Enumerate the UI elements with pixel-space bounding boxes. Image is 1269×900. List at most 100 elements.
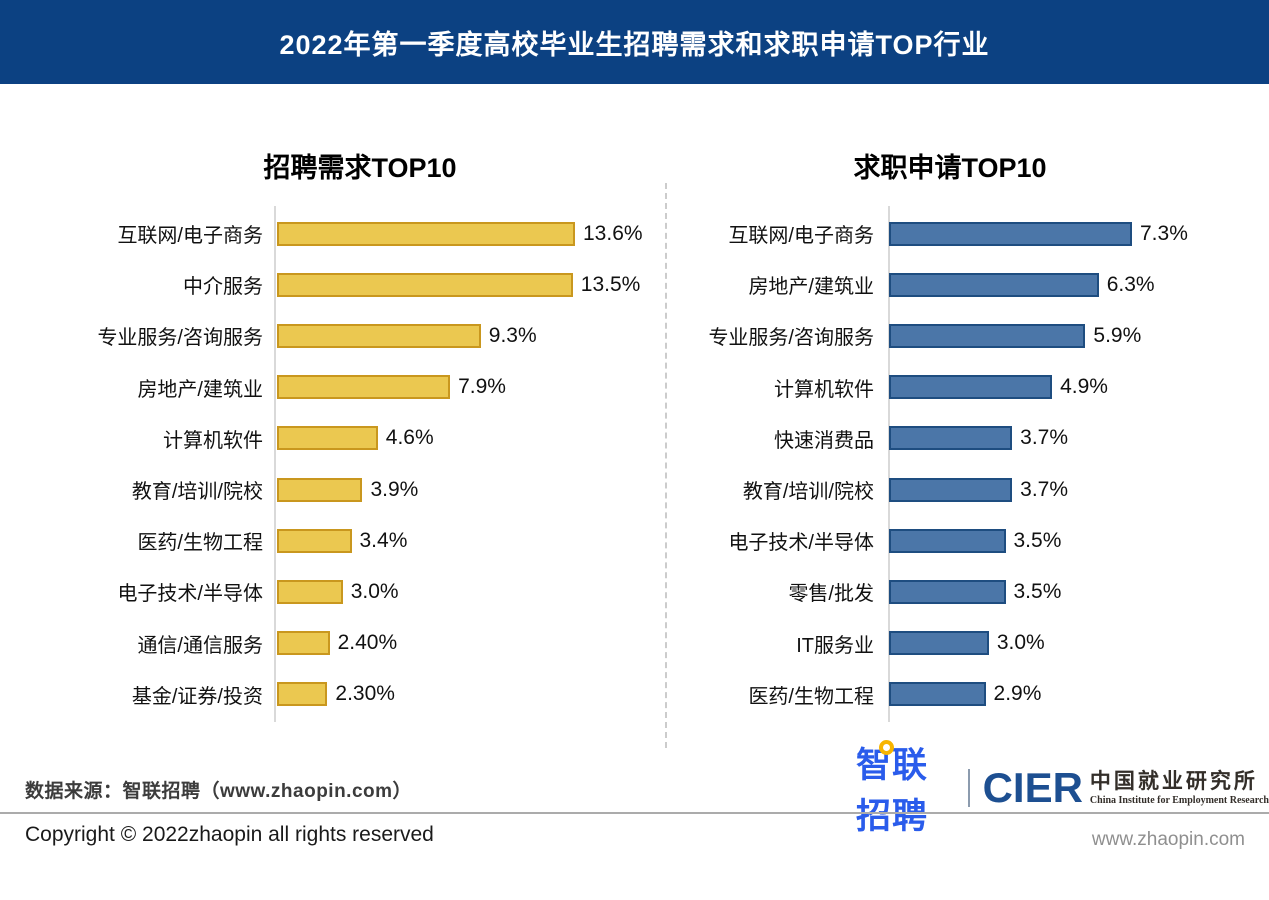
category-label: 教育/培训/院校: [131, 481, 263, 504]
bar-row: 计算机软件 4.6%: [20, 413, 643, 464]
zhaopin-logo: 智联招聘: [856, 737, 955, 839]
demand-axis-line: [274, 206, 276, 722]
category-label: 基金/证券/投资: [131, 685, 263, 708]
category-label: 零售/批发: [788, 583, 874, 606]
bar-row: 电子技术/半导体 3.5%: [666, 515, 1188, 566]
bar-row: 医药/生物工程 3.4%: [20, 515, 643, 566]
value-label: 3.4%: [359, 528, 408, 552]
bar: [277, 221, 575, 246]
value-label: 3.5%: [1013, 528, 1062, 552]
category-label: 电子技术/半导体: [728, 532, 874, 555]
footer-divider: [0, 812, 1269, 814]
chart-demand-plot: 互联网/电子商务 13.6% 中介服务 13.5% 专业服务/咨询服务 9.3% 房地产/建…: [20, 208, 643, 720]
category-label: 专业服务/咨询服务: [708, 327, 874, 350]
bar: [889, 426, 1013, 451]
bar-row: 专业服务/咨询服务 9.3%: [20, 310, 643, 361]
category-label: 快速消费品: [774, 429, 874, 452]
bar-row: 教育/培训/院校 3.7%: [666, 464, 1188, 515]
category-label: 计算机软件: [774, 378, 874, 401]
bar: [889, 221, 1132, 246]
value-label: 4.9%: [1060, 375, 1108, 399]
copyright-text: Copyright © 2022zhaopin all rights reser…: [25, 823, 434, 846]
cier-logo-names: 中国就业研究所 China Institute for Employment R…: [1090, 769, 1269, 806]
bar-row: 计算机软件 4.9%: [666, 362, 1188, 413]
bar-row: 房地产/建筑业 7.9%: [20, 362, 643, 413]
value-label: 6.3%: [1106, 272, 1155, 296]
bar-row: IT服务业 3.0%: [666, 618, 1188, 669]
zhaopin-logo-text: 智联招聘: [856, 746, 929, 836]
value-label: 7.3%: [1140, 221, 1188, 245]
bar: [889, 682, 986, 707]
category-label: 专业服务/咨询服务: [97, 327, 263, 350]
value-label: 2.40%: [337, 631, 398, 655]
bar-row: 电子技术/半导体 3.0%: [20, 566, 643, 617]
value-label: 3.5%: [1013, 579, 1062, 603]
value-label: 3.0%: [350, 579, 399, 603]
bar-row: 基金/证券/投资 2.30%: [20, 669, 643, 720]
footer-logos: 智联招聘 CIER 中国就业研究所 China Institute for Em…: [856, 740, 1269, 836]
bar: [277, 426, 378, 451]
category-label: 教育/培训/院校: [742, 481, 874, 504]
value-label: 7.9%: [458, 375, 506, 399]
bar: [889, 272, 1099, 297]
bar: [277, 682, 328, 707]
website-url: www.zhaopin.com: [1091, 829, 1245, 850]
category-label: 医药/生物工程: [137, 532, 263, 555]
bar-row: 快速消费品 3.7%: [666, 413, 1188, 464]
category-label: 房地产/建筑业: [137, 378, 263, 401]
bar-row: 中介服务 13.5%: [20, 259, 643, 310]
bar: [889, 631, 989, 656]
chart-demand-title: 招聘需求TOP10: [263, 153, 457, 183]
bar: [889, 323, 1086, 348]
data-source-note: 数据来源：智联招聘（www.zhaopin.com）: [25, 781, 413, 802]
value-label: 3.7%: [1020, 426, 1069, 450]
category-label: IT服务业: [796, 634, 874, 657]
category-label: 计算机软件: [163, 429, 263, 452]
category-label: 中介服务: [183, 276, 263, 299]
title-banner: 2022年第一季度高校毕业生招聘需求和求职申请TOP行业: [0, 0, 1269, 84]
value-label: 2.30%: [335, 682, 395, 706]
bar: [889, 375, 1053, 400]
chart-apply-plot: 互联网/电子商务 7.3% 房地产/建筑业 6.3% 专业服务/咨询服务 5.9% 计算机软…: [666, 208, 1188, 720]
category-label: 互联网/电子商务: [728, 225, 874, 248]
cier-logo-english-name: China Institute for Employment Research: [1089, 794, 1269, 806]
bar: [889, 528, 1006, 553]
bar-row: 通信/通信服务 2.40%: [20, 618, 643, 669]
value-label: 3.9%: [370, 477, 419, 501]
bar-row: 零售/批发 3.5%: [666, 566, 1188, 617]
bar-row: 房地产/建筑业 6.3%: [666, 259, 1188, 310]
bar-row: 互联网/电子商务 7.3%: [666, 208, 1188, 259]
bar-row: 专业服务/咨询服务 5.9%: [666, 310, 1188, 361]
value-label: 5.9%: [1093, 323, 1142, 347]
page-title: 2022年第一季度高校毕业生招聘需求和求职申请TOP行业: [279, 29, 990, 60]
bar: [889, 579, 1006, 604]
category-label: 电子技术/半导体: [117, 583, 263, 606]
chart-apply-title: 求职申请TOP10: [853, 153, 1047, 183]
cier-logo-chinese-name: 中国就业研究所: [1089, 769, 1258, 794]
logo-separator: [968, 769, 970, 807]
bar: [889, 477, 1013, 502]
bar: [277, 375, 451, 400]
bar-row: 教育/培训/院校 3.9%: [20, 464, 643, 515]
bar: [277, 272, 573, 297]
value-label: 13.6%: [583, 221, 643, 245]
value-label: 13.5%: [580, 272, 641, 296]
category-label: 医药/生物工程: [748, 685, 874, 708]
category-label: 房地产/建筑业: [748, 276, 874, 299]
category-label: 互联网/电子商务: [117, 225, 263, 248]
bar: [277, 323, 481, 348]
bar-row: 互联网/电子商务 13.6%: [20, 208, 643, 259]
zhaopin-logo-ring-icon: [879, 740, 894, 755]
charts-dashed-divider: [665, 183, 667, 748]
bar: [277, 528, 352, 553]
value-label: 4.6%: [385, 426, 434, 450]
value-label: 3.0%: [996, 631, 1045, 655]
bar: [277, 631, 330, 656]
value-label: 2.9%: [993, 682, 1042, 706]
value-label: 3.7%: [1020, 477, 1069, 501]
bar: [277, 579, 343, 604]
category-label: 通信/通信服务: [137, 634, 263, 657]
cier-logo-abbr: CIER: [982, 764, 1083, 811]
bar-row: 医药/生物工程 2.9%: [666, 669, 1188, 720]
